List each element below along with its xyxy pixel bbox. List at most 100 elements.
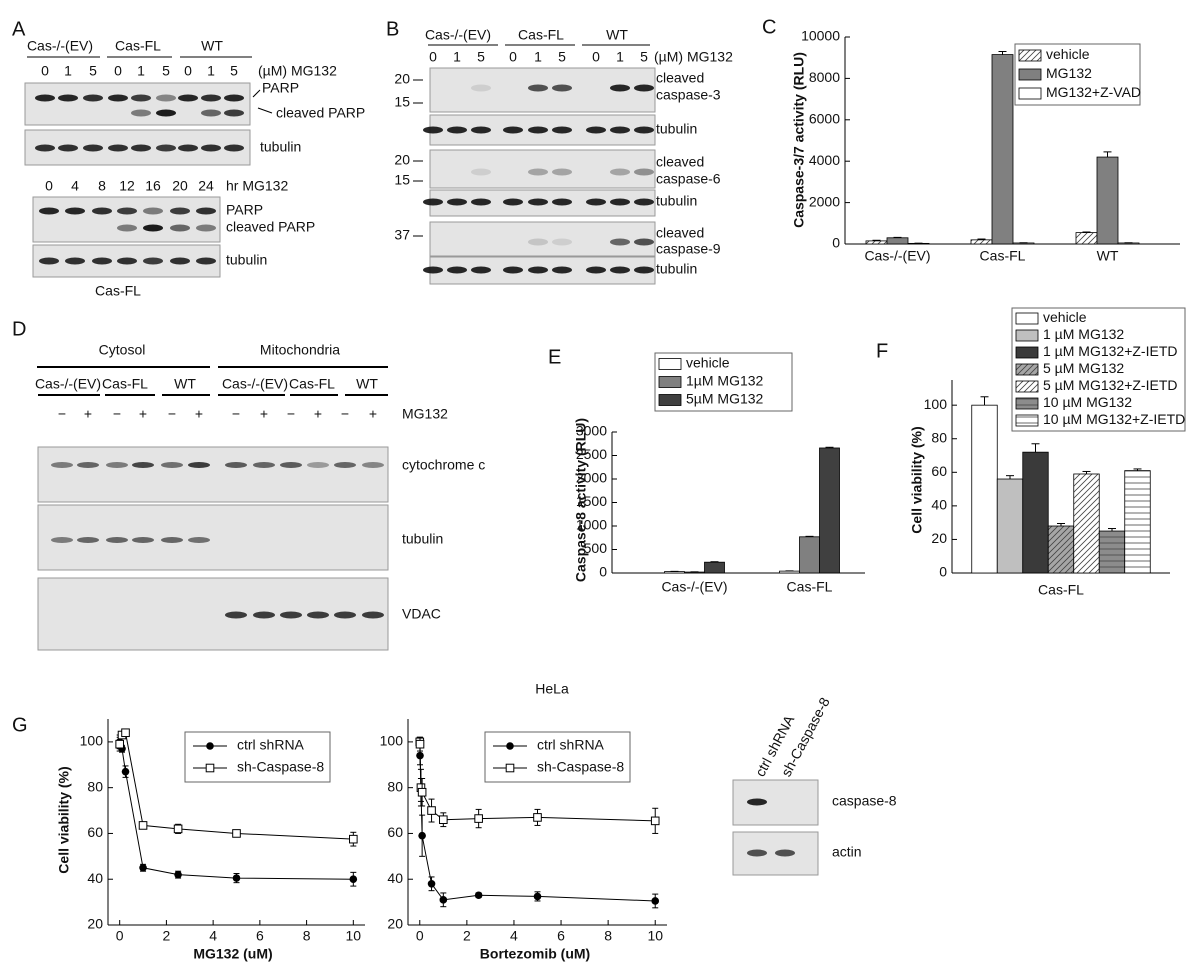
y-tick-label: 100	[80, 733, 104, 749]
row-label: tubulin	[656, 193, 697, 209]
blot-band	[35, 94, 55, 102]
dose-label: 0	[509, 49, 517, 65]
error-bar	[1082, 231, 1091, 233]
unit-label: (µM) MG132	[654, 49, 733, 65]
legend-label: vehicle	[1043, 309, 1087, 325]
bar	[819, 447, 840, 574]
bar	[991, 54, 1014, 245]
y-tick-label: 100	[924, 396, 948, 412]
blot-band	[423, 126, 443, 134]
x-tick-label: Cas-FL	[980, 248, 1026, 264]
blot-band	[92, 257, 112, 265]
error-bar	[1108, 528, 1116, 532]
treatment-sign: +	[314, 406, 322, 422]
data-point	[533, 813, 542, 822]
blot-band	[610, 198, 630, 206]
blot-band	[528, 238, 548, 246]
data-point	[474, 891, 483, 900]
blot-band	[503, 266, 523, 274]
legend-box	[1011, 307, 1186, 432]
data-point	[415, 739, 425, 749]
y-tick-label: 80	[931, 429, 947, 445]
bar	[865, 240, 888, 245]
x-tick-label: 8	[604, 928, 612, 944]
blot-band	[117, 224, 137, 232]
y-axis-label: Caspase-8 activity (RLU)	[573, 418, 589, 582]
blot-band	[117, 257, 137, 265]
data-point	[139, 863, 147, 872]
legend-swatch	[1018, 68, 1042, 81]
blot-band	[58, 144, 78, 152]
blot-band	[747, 798, 767, 806]
blot-band	[83, 144, 103, 152]
blot-band	[423, 266, 443, 274]
dose-label: 0	[41, 63, 49, 79]
blot-band	[253, 462, 275, 468]
legend-label: 10 µM MG132	[1043, 394, 1132, 410]
time-label: 24	[198, 178, 214, 194]
error-bar	[1057, 522, 1065, 527]
bar	[1124, 470, 1151, 574]
legend-label: 1 µM MG132	[1043, 326, 1124, 342]
blot-band	[132, 537, 154, 543]
data-point	[650, 816, 660, 826]
blot-band	[307, 462, 329, 468]
x-tick-label: Cas-FL	[787, 579, 833, 595]
row-label: caspase-6	[656, 171, 721, 187]
dose-label: 5	[640, 49, 648, 65]
data-point	[232, 829, 241, 838]
data-point	[349, 875, 358, 884]
treatment-sign: −	[58, 406, 66, 422]
group-label: Cas-FL	[115, 38, 161, 54]
blot-band	[610, 266, 630, 274]
x-tick-label: 6	[256, 928, 264, 944]
blot-band	[447, 198, 467, 206]
data-point	[115, 739, 124, 749]
legend-label: vehicle	[686, 355, 730, 371]
dose-label: 1	[616, 49, 624, 65]
blot-band	[610, 168, 630, 176]
legend-label: MG132	[1046, 65, 1092, 81]
panel-label: E	[548, 346, 561, 368]
y-tick-label: 2000	[576, 470, 607, 486]
group-label: Cas-FL	[518, 27, 564, 43]
data-point	[349, 834, 358, 844]
bar	[1073, 473, 1100, 574]
blot-band	[196, 257, 216, 265]
blot-membrane	[37, 577, 389, 651]
blot-band	[528, 84, 548, 92]
data-point	[174, 870, 182, 879]
blot-band	[131, 109, 151, 117]
group-label: WT	[174, 376, 196, 392]
blot-band	[528, 198, 548, 206]
panel-label: G	[12, 714, 28, 736]
row-label: cleaved PARP	[276, 105, 365, 121]
row-label: tubulin	[402, 531, 443, 547]
y-tick-label: 80	[387, 778, 403, 794]
blot-band	[362, 462, 384, 468]
blot-band	[39, 257, 59, 265]
y-tick-label: 60	[931, 463, 947, 479]
row-label: cytochrome c	[402, 457, 485, 473]
error-bar	[1103, 151, 1112, 158]
dose-label: 0	[429, 49, 437, 65]
blot-band	[65, 257, 85, 265]
y-tick-label: 0	[599, 564, 607, 580]
blot-band	[423, 198, 443, 206]
legend-label: ctrl shRNA	[237, 737, 305, 753]
blot-band	[586, 266, 606, 274]
error-bar	[1006, 475, 1014, 480]
legend-swatch	[1015, 380, 1039, 393]
blot-membrane	[37, 446, 389, 503]
fraction-label: Mitochondria	[260, 342, 340, 358]
time-label: 0	[45, 178, 53, 194]
blot-band	[58, 94, 78, 102]
legend-swatch	[1015, 363, 1039, 376]
blot-band	[634, 168, 654, 176]
blot-band	[586, 126, 606, 134]
row-label: tubulin	[656, 121, 697, 137]
row-label: PARP	[226, 202, 263, 218]
treatment-sign: −	[341, 406, 349, 422]
blot-band	[775, 849, 795, 857]
bar	[886, 237, 909, 245]
